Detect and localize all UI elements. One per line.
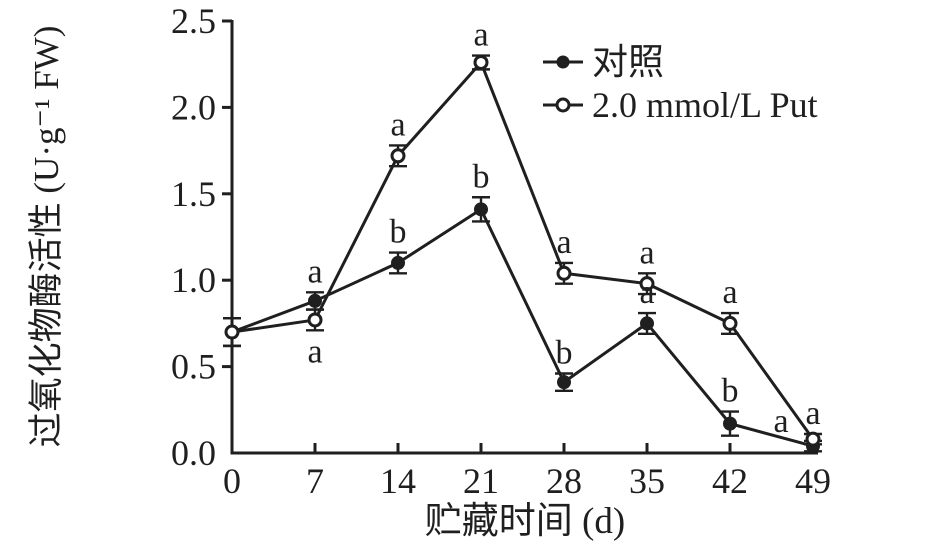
y-tick-label: 0.5 [171,347,216,387]
legend-item: 对照 [543,42,664,82]
y-tick-label: 2.0 [171,87,216,127]
legend-item: 2.0 mmol/L Put [543,85,818,125]
x-axis-title: 贮藏时间 (d) [425,501,625,542]
legend-filled-circle-marker [556,55,570,69]
x-tick-label: 7 [306,461,324,501]
significance-letter: a [307,253,322,290]
significance-letter: a [722,274,737,311]
data-point-filled-circle [391,255,405,270]
data-point-open-circle [307,312,323,328]
legend-label: 2.0 mmol/L Put [592,85,818,125]
data-point-open-circle [224,324,240,340]
data-point-open-circle [639,276,655,292]
significance-letter: b [473,158,490,195]
data-point-filled-circle [308,293,322,308]
x-tick-label: 14 [380,461,416,501]
data-point-open-circle [473,54,489,70]
significance-letter: a [639,234,654,271]
significance-letter: b [556,335,573,372]
data-point-filled-circle [723,416,737,431]
data-point-open-circle [390,148,406,164]
x-tick-label: 35 [629,461,665,501]
y-tick-label: 2.5 [171,1,216,41]
data-point-open-circle [805,431,821,447]
x-tick-label: 49 [795,461,831,501]
x-tick-label: 42 [712,461,748,501]
data-point-filled-circle [640,316,654,331]
x-tick-label: 21 [463,461,499,501]
significance-letter: a [307,333,322,370]
data-point-open-circle [556,265,572,281]
y-tick-label: 1.5 [171,174,216,214]
y-tick-label: 1.0 [171,260,216,300]
significance-letter: b [390,214,407,251]
x-tick-label: 28 [546,461,582,501]
y-tick-label: 0.0 [171,433,216,473]
legend-open-circle-marker [555,97,571,113]
significance-letter: a [639,274,654,311]
significance-letter: a [805,395,820,432]
significance-letter: a [473,17,488,54]
y-axis-title: 过氧化物酶活性 (U·g⁻¹ FW) [27,26,66,448]
data-point-filled-circle [474,202,488,217]
x-tick-label: 0 [223,461,241,501]
significance-letter: a [556,224,571,261]
significance-letter: b [722,373,739,410]
significance-letter: a [390,106,405,143]
data-point-open-circle [722,315,738,331]
data-point-filled-circle [557,375,571,390]
significance-letter: a [773,403,788,440]
series-line-1 [231,60,815,441]
legend-label: 对照 [592,42,664,82]
